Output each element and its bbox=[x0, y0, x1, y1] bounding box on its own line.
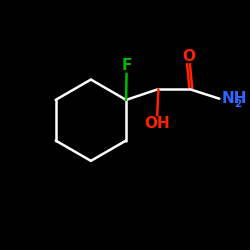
Text: OH: OH bbox=[144, 116, 170, 130]
Text: NH: NH bbox=[222, 91, 247, 106]
Text: O: O bbox=[182, 49, 195, 64]
Text: F: F bbox=[121, 58, 132, 74]
Text: 2: 2 bbox=[234, 99, 241, 109]
